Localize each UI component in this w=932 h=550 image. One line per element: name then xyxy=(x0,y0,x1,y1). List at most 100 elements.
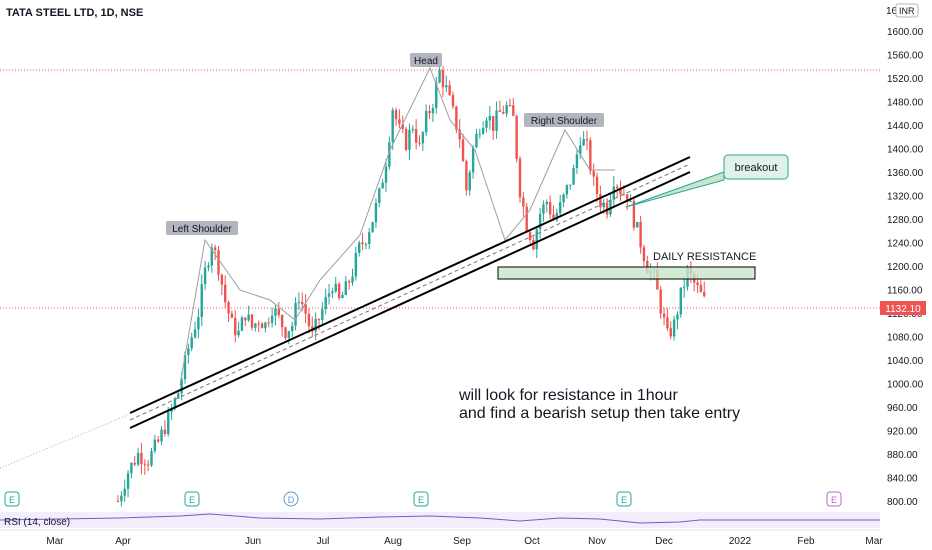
candle-body xyxy=(361,242,364,244)
candle-body xyxy=(314,319,317,332)
candle-body xyxy=(508,105,512,107)
candle-body xyxy=(602,202,605,208)
last-price-text: 1132.10 xyxy=(885,304,921,315)
candle-body xyxy=(136,452,140,465)
candle-body xyxy=(408,129,411,150)
price-tick-6: 1040.00 xyxy=(887,356,924,367)
candle-body xyxy=(629,200,632,202)
candle-body xyxy=(260,323,264,329)
candle-body xyxy=(609,199,612,215)
event-marker-2[interactable]: D xyxy=(283,491,299,507)
price-tick-18: 1520.00 xyxy=(887,74,924,85)
event-marker-text: E xyxy=(9,495,15,505)
candle-body xyxy=(679,287,682,315)
chart-title: TATA STEEL LTD, 1D, NSE xyxy=(6,7,143,19)
candle-body xyxy=(240,317,244,331)
candle-body xyxy=(582,139,585,146)
candle-body xyxy=(321,309,324,320)
candle-body xyxy=(237,330,240,336)
candle-body xyxy=(431,108,435,114)
candle-body xyxy=(542,204,545,214)
candle-body xyxy=(224,284,227,303)
time-axis[interactable]: Mar Apr Jun Jul Aug Sep Oct Nov Dec 2022 Feb Mar xyxy=(46,536,883,547)
candle-body xyxy=(388,142,391,167)
price-tick-20: 1600.00 xyxy=(887,27,924,38)
candle-body xyxy=(177,393,180,399)
candle-body xyxy=(217,250,220,275)
event-marker-text: E xyxy=(621,495,627,505)
candle-body xyxy=(153,439,157,451)
price-tick-2: 880.00 xyxy=(887,450,918,461)
time-tick-8: Dec xyxy=(655,536,673,547)
candle-body xyxy=(337,283,341,299)
event-marker-text: D xyxy=(288,495,295,505)
candle-body xyxy=(615,186,619,189)
candle-body xyxy=(120,495,123,502)
candle-body xyxy=(143,463,146,465)
candle-body xyxy=(662,313,666,318)
rsi-label: RSI (14, close) xyxy=(4,517,70,528)
event-marker-0[interactable]: E xyxy=(4,491,20,507)
event-marker-5[interactable]: E xyxy=(826,491,842,507)
rsi-pane[interactable] xyxy=(0,512,880,528)
candle-body xyxy=(351,276,354,283)
candle-body xyxy=(525,206,528,233)
candle-body xyxy=(391,110,394,143)
candle-body xyxy=(468,172,471,191)
event-marker-text: E xyxy=(189,495,195,505)
candle-body xyxy=(569,184,572,186)
candle-body xyxy=(347,281,351,283)
breakout-callout[interactable]: breakout xyxy=(625,154,789,208)
candle-body xyxy=(445,85,448,88)
prior-trend-dotted xyxy=(0,414,129,469)
candle-body xyxy=(579,145,582,155)
head-text: Head xyxy=(414,56,438,67)
candle-body xyxy=(461,139,465,162)
time-tick-3: Jul xyxy=(317,536,330,547)
candle-body xyxy=(116,501,120,502)
candle-body xyxy=(234,317,237,336)
candle-body xyxy=(682,286,686,288)
head-label[interactable]: Head xyxy=(410,53,442,67)
candle-body xyxy=(368,232,371,244)
time-tick-10: Feb xyxy=(797,536,815,547)
upper-trendline[interactable] xyxy=(129,156,691,414)
lower-trendline[interactable] xyxy=(129,171,691,429)
event-marker-4[interactable]: E xyxy=(616,491,632,507)
candle-body xyxy=(676,314,679,320)
candle-body xyxy=(528,232,532,240)
candle-body xyxy=(374,202,378,222)
candle-body xyxy=(371,221,374,233)
candle-body xyxy=(163,429,167,434)
price-axis[interactable]: 800.00 840.00 880.00 920.00 960.00 1000.00 104… xyxy=(887,27,924,508)
event-marker-1[interactable]: E xyxy=(184,491,200,507)
candle-body xyxy=(230,313,234,318)
candle-body xyxy=(157,439,160,442)
left-shoulder-label[interactable]: Left Shoulder xyxy=(166,221,238,235)
candle-body xyxy=(548,201,552,215)
candle-body xyxy=(183,354,187,380)
price-tick-0: 800.00 xyxy=(887,497,918,508)
candle-body xyxy=(404,128,408,150)
candle-body xyxy=(193,329,197,338)
currency-badge[interactable] xyxy=(895,3,919,18)
candle-body xyxy=(438,70,441,83)
candle-body xyxy=(247,314,250,321)
candle-body xyxy=(656,269,659,290)
candle-body xyxy=(291,325,294,332)
candle-body xyxy=(589,140,592,171)
daily-resistance-zone[interactable] xyxy=(497,266,756,280)
candle-body xyxy=(421,132,425,144)
event-marker-3[interactable]: E xyxy=(413,491,429,507)
event-marker-text: E xyxy=(418,495,424,505)
right-shoulder-label[interactable]: Right Shoulder xyxy=(524,113,604,127)
candle-body xyxy=(642,247,646,261)
candles xyxy=(116,66,706,507)
candle-body xyxy=(518,158,522,198)
candle-body xyxy=(492,116,495,131)
candle-body xyxy=(495,110,498,131)
candle-body xyxy=(200,284,203,318)
event-marker-shape xyxy=(616,491,632,507)
candle-body xyxy=(394,110,398,120)
